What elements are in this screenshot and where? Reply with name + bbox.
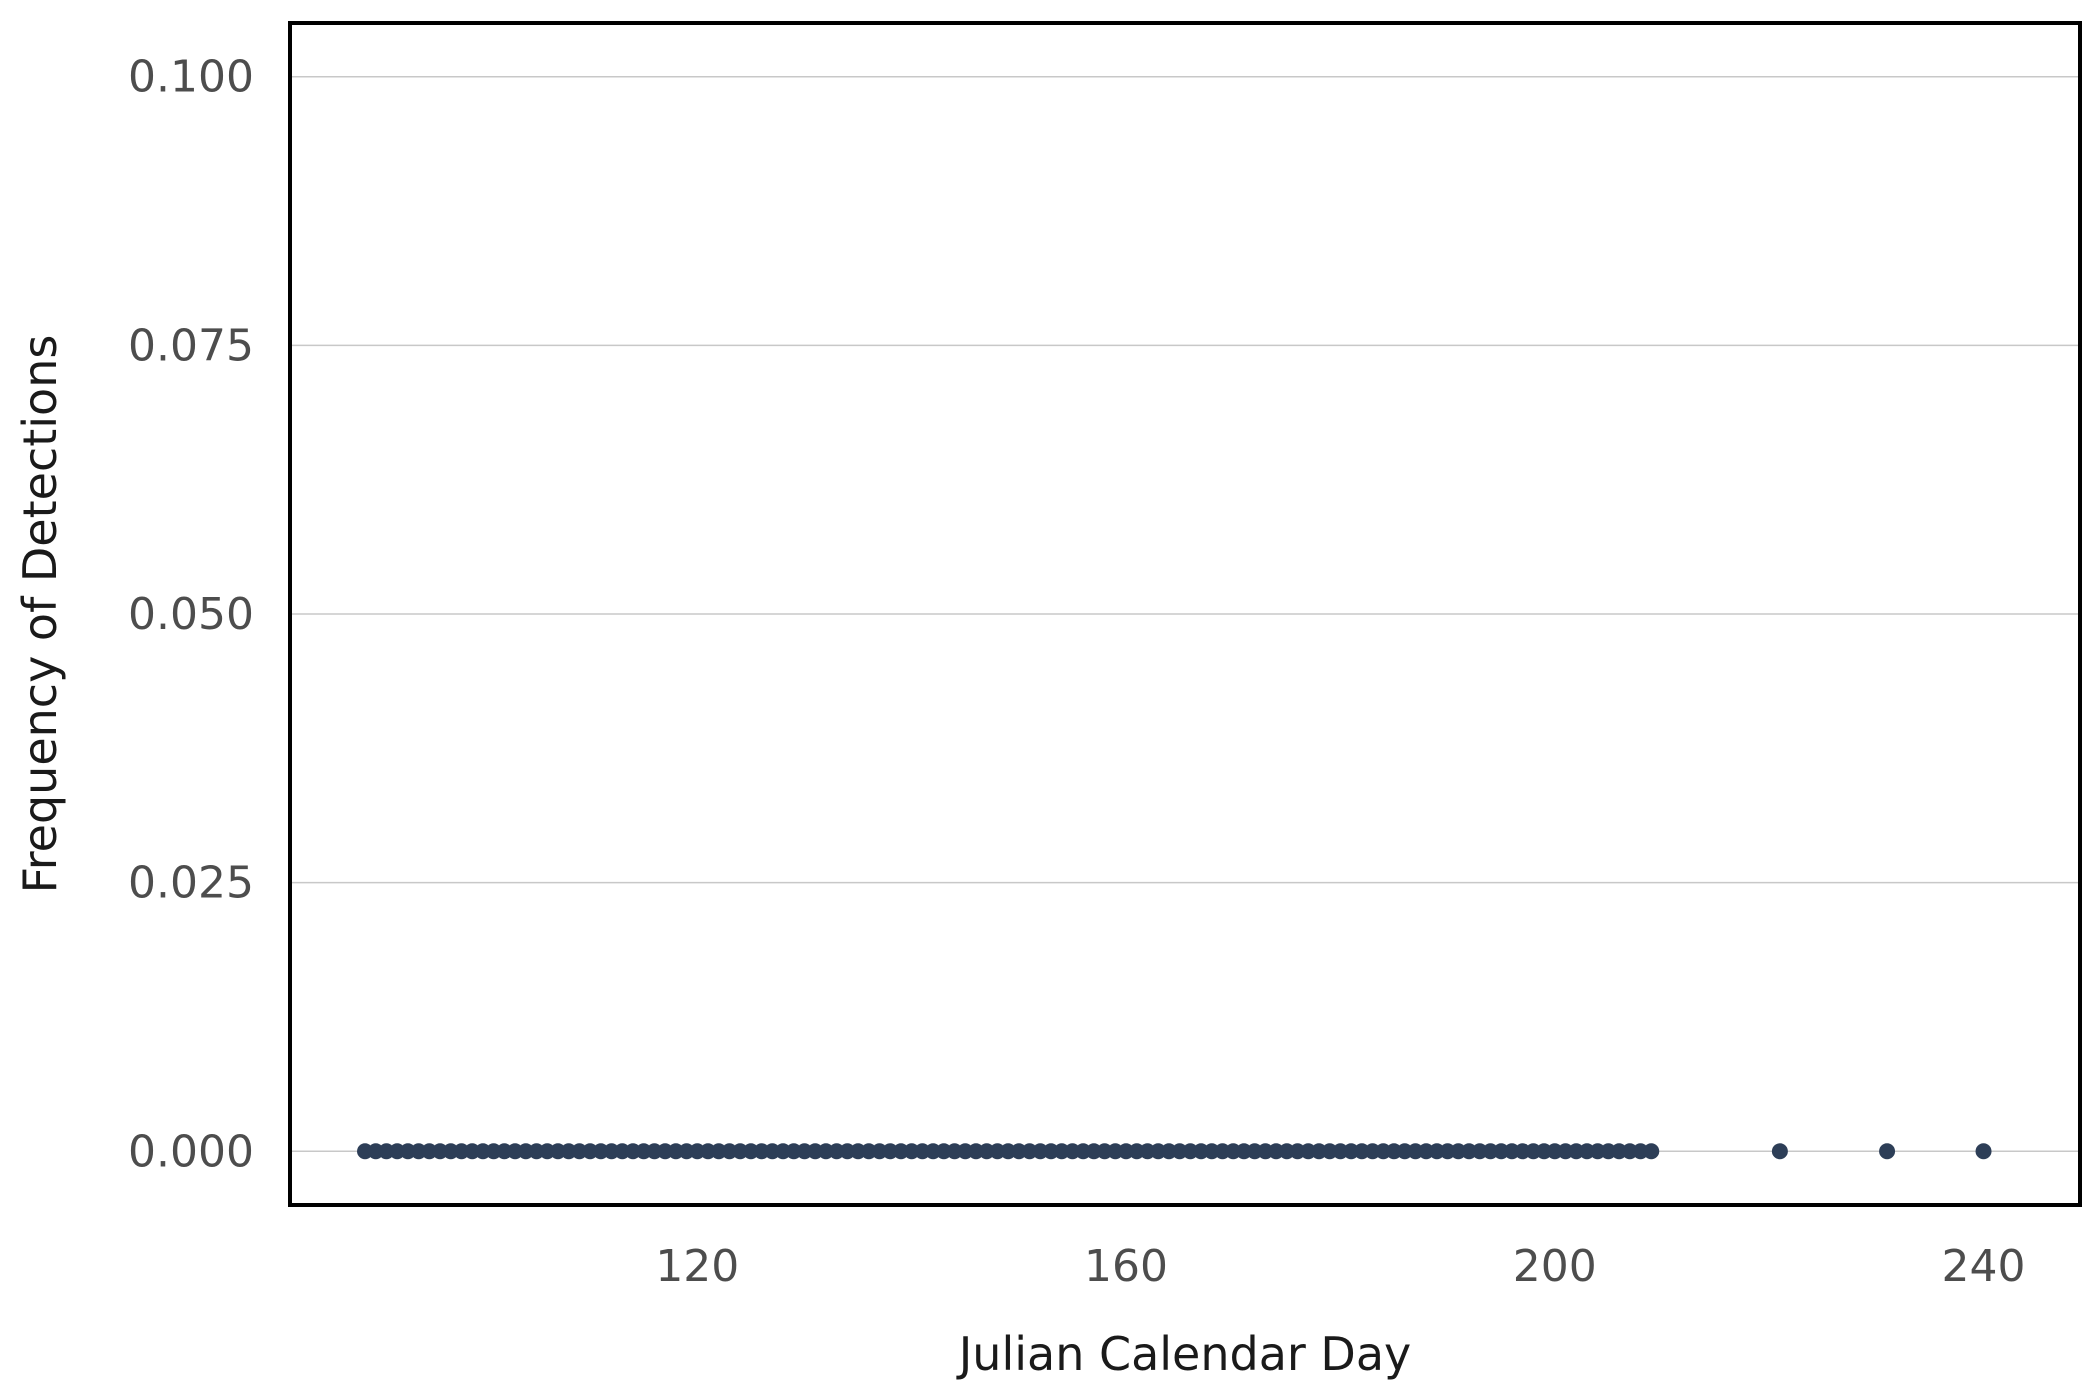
y-tick-label: 0.025 xyxy=(128,858,254,909)
y-tick-label: 0.000 xyxy=(128,1126,254,1177)
data-point xyxy=(1975,1143,1992,1160)
gridlines xyxy=(290,75,2080,1153)
plot-frame xyxy=(288,21,2082,1207)
data-point xyxy=(1879,1143,1896,1160)
x-axis-ticks: 120 160 200 240 xyxy=(655,1241,2025,1292)
data-points xyxy=(357,1143,1992,1160)
x-axis-title: Julian Calendar Day xyxy=(956,1327,1412,1381)
x-tick-label: 160 xyxy=(1084,1241,1168,1292)
y-axis-ticks: 0.000 0.025 0.050 0.075 0.100 xyxy=(128,52,254,1178)
x-tick-label: 200 xyxy=(1513,1241,1597,1292)
y-axis-title: Frequency of Detections xyxy=(13,335,67,894)
x-tick-label: 120 xyxy=(655,1241,739,1292)
x-tick-label: 240 xyxy=(1942,1241,2026,1292)
data-point xyxy=(1771,1143,1788,1160)
y-tick-label: 0.050 xyxy=(128,589,254,640)
y-tick-label: 0.100 xyxy=(128,52,254,103)
data-point xyxy=(1643,1143,1660,1160)
y-tick-label: 0.075 xyxy=(128,320,254,371)
